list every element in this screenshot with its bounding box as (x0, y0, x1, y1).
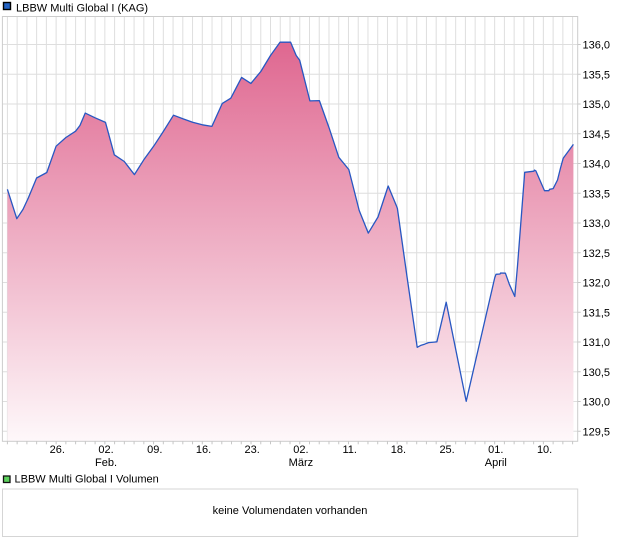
svg-text:LBBW Multi Global I (KAG): LBBW Multi Global I (KAG) (16, 3, 148, 15)
svg-text:01.: 01. (488, 444, 503, 456)
svg-text:130,5: 130,5 (583, 367, 611, 379)
svg-text:02.: 02. (293, 444, 308, 456)
svg-text:16.: 16. (196, 444, 211, 456)
svg-text:10.: 10. (537, 444, 552, 456)
svg-text:131,5: 131,5 (583, 307, 611, 319)
svg-text:129,5: 129,5 (583, 426, 611, 438)
svg-text:11.: 11. (342, 444, 356, 456)
svg-text:keine Volumendaten vorhanden: keine Volumendaten vorhanden (213, 505, 368, 517)
svg-text:135,5: 135,5 (583, 70, 611, 82)
svg-text:02.: 02. (98, 444, 113, 456)
svg-text:136,0: 136,0 (583, 40, 611, 52)
svg-text:18.: 18. (391, 444, 406, 456)
svg-text:132,0: 132,0 (583, 278, 611, 290)
svg-text:09.: 09. (147, 444, 162, 456)
svg-text:LBBW Multi Global I Volumen: LBBW Multi Global I Volumen (15, 473, 159, 485)
svg-text:131,0: 131,0 (583, 337, 611, 349)
svg-text:133,0: 133,0 (583, 218, 611, 230)
svg-text:März: März (289, 457, 313, 469)
svg-text:132,5: 132,5 (583, 248, 611, 260)
svg-text:April: April (485, 457, 507, 469)
svg-text:134,0: 134,0 (583, 159, 611, 171)
svg-text:135,0: 135,0 (583, 99, 611, 111)
svg-text:26.: 26. (50, 444, 65, 456)
svg-text:25.: 25. (439, 444, 454, 456)
svg-text:Feb.: Feb. (95, 457, 117, 469)
svg-text:23.: 23. (245, 444, 260, 456)
svg-text:134,5: 134,5 (583, 129, 611, 141)
svg-text:130,0: 130,0 (583, 397, 611, 409)
svg-text:133,5: 133,5 (583, 188, 611, 200)
